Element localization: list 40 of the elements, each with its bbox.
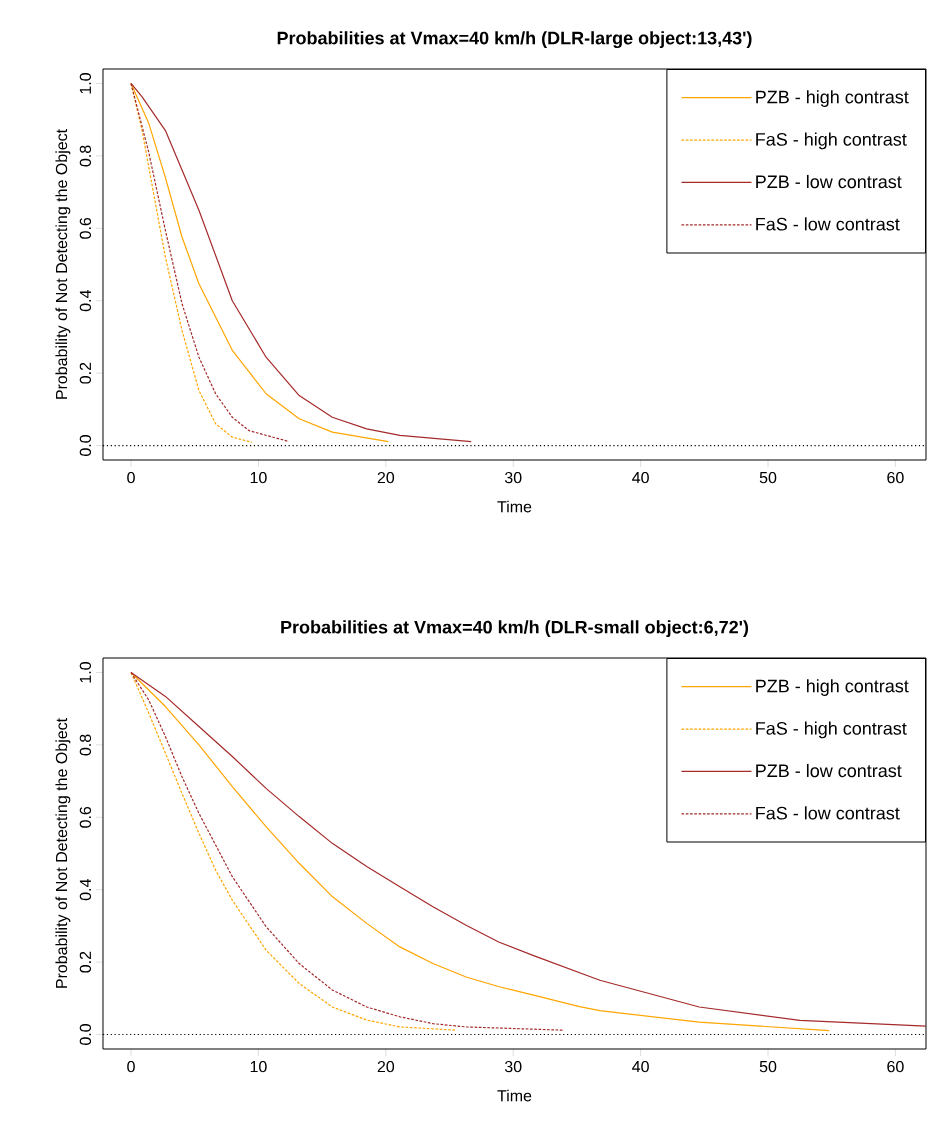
chart-title: Probabilities at Vmax=40 km/h (DLR-small object:6,72') <box>281 620 749 638</box>
legend-label: FaS - low contrast <box>756 806 900 820</box>
x-tick-label: 40 <box>632 1060 649 1073</box>
legend-label: PZB - high contrast <box>756 679 909 696</box>
y-tick-label: 0.2 <box>79 362 92 384</box>
y-tick-label: 0.4 <box>79 290 92 312</box>
legend-label: FaS - high contrast <box>756 721 907 739</box>
x-tick-label: 60 <box>887 1060 904 1073</box>
y-axis-title: Probability of Not Detecting the Object <box>55 718 71 988</box>
x-tick-label: 0 <box>127 471 135 484</box>
x-tick-label: 60 <box>887 471 904 484</box>
chart-title: Probabilities at Vmax=40 km/h (DLR-large object:13,43') <box>277 31 752 49</box>
x-tick-label: 20 <box>377 471 395 484</box>
x-tick-label: 10 <box>250 471 267 484</box>
y-tick-label: 0.6 <box>79 806 92 828</box>
y-tick-label: 1.0 <box>79 72 92 94</box>
legend-label: PZB - high contrast <box>756 90 909 107</box>
y-tick-label: 0.8 <box>79 734 92 756</box>
x-tick-label: 0 <box>127 1060 135 1073</box>
x-tick-label: 30 <box>504 471 522 484</box>
y-tick-label: 1.0 <box>79 661 92 683</box>
y-tick-label: 0.0 <box>79 1024 92 1046</box>
legend-label: PZB - low contrast <box>756 763 902 778</box>
y-tick-label: 0.4 <box>79 879 92 901</box>
y-tick-label: 0.2 <box>79 951 92 973</box>
y-tick-label: 0.0 <box>79 435 92 457</box>
x-tick-label: 50 <box>759 471 777 484</box>
x-tick-label: 40 <box>632 471 649 484</box>
legend-label: FaS - low contrast <box>756 217 900 231</box>
legend-label: FaS - high contrast <box>756 132 907 150</box>
legend-label: PZB - low contrast <box>756 174 902 189</box>
y-tick-label: 0.8 <box>79 145 92 167</box>
y-tick-label: 0.6 <box>79 217 92 239</box>
y-axis-title: Probability of Not Detecting the Object <box>55 129 71 399</box>
x-axis-title: Time <box>497 1089 532 1102</box>
x-tick-label: 20 <box>377 1060 395 1073</box>
x-tick-label: 50 <box>759 1060 777 1073</box>
x-tick-label: 10 <box>250 1060 267 1073</box>
x-axis-title: Time <box>497 500 532 513</box>
x-tick-label: 30 <box>504 1060 522 1073</box>
